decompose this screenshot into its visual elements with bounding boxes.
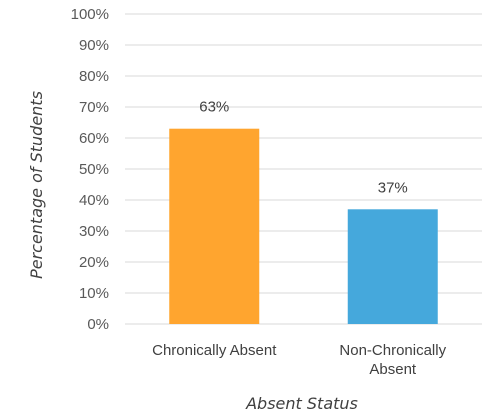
y-axis-title: Percentage of Students <box>27 91 46 279</box>
y-tick-label: 50% <box>79 161 109 178</box>
bar-1 <box>169 128 260 324</box>
data-labels: 63% 37% <box>199 99 408 197</box>
y-tick-label: 90% <box>79 37 109 54</box>
y-axis-ticks: 0% 10% 20% 30% 40% 50% 60% 70% 80% 90% 100% <box>71 6 109 333</box>
x-axis-categories: Chronically Absent Non-Chronically Absent <box>152 342 446 378</box>
bars <box>169 128 438 324</box>
y-tick-label: 40% <box>79 192 109 209</box>
y-tick-label: 70% <box>79 99 109 116</box>
data-label: 63% <box>199 99 229 116</box>
x-tick-label: Non-Chronically Absent <box>339 342 446 378</box>
y-tick-label: 80% <box>79 68 109 85</box>
data-label: 37% <box>378 179 408 196</box>
x-axis-title: Absent Status <box>245 394 358 413</box>
y-tick-label: 0% <box>87 316 109 333</box>
x-tick-label: Chronically Absent <box>152 342 277 359</box>
y-tick-label: 20% <box>79 254 109 271</box>
y-tick-label: 60% <box>79 130 109 147</box>
y-tick-label: 30% <box>79 223 109 240</box>
bar-2 <box>347 209 438 324</box>
y-tick-label: 100% <box>71 6 109 23</box>
y-tick-label: 10% <box>79 285 109 302</box>
